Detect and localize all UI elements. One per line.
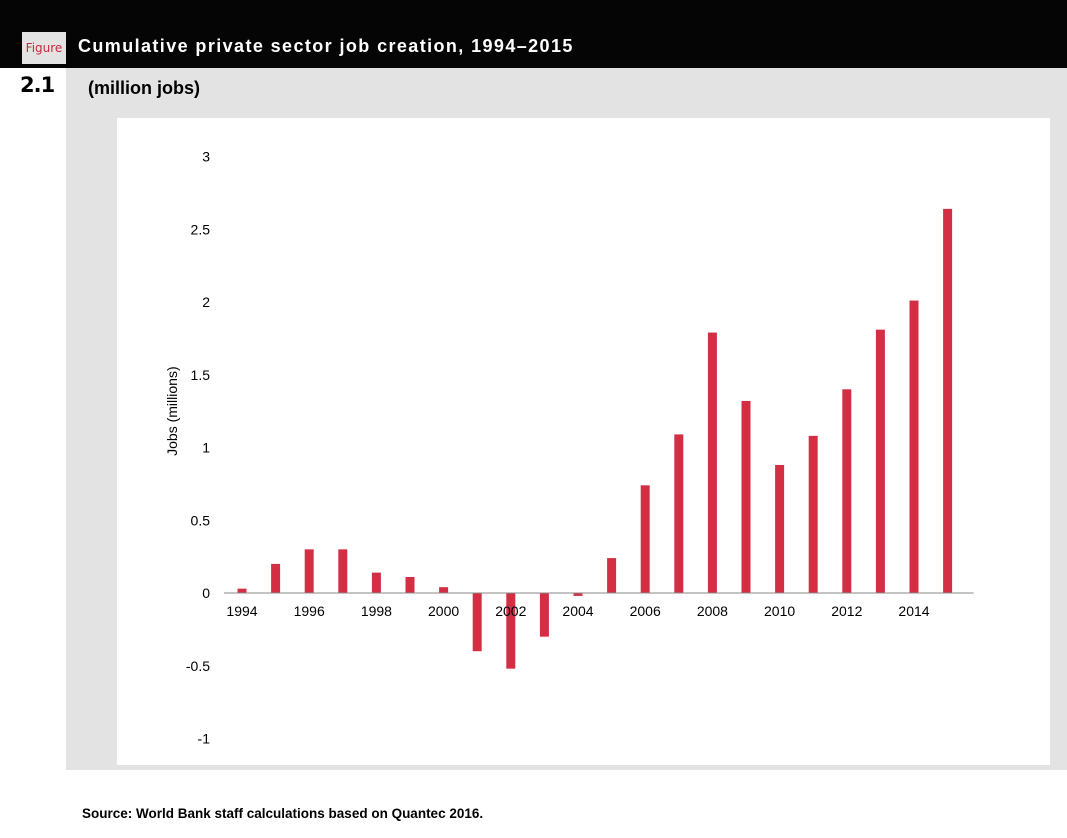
y-tick-label: 2.5: [191, 221, 211, 237]
y-tick-label: -0.5: [186, 658, 210, 674]
x-tick-label: 2006: [630, 603, 661, 619]
figure-label: Figure: [22, 32, 66, 64]
bar: [405, 576, 415, 593]
bar: [304, 549, 314, 593]
bar: [237, 588, 247, 593]
x-tick-label: 2012: [831, 603, 862, 619]
bar: [338, 549, 348, 593]
x-tick-label: 2000: [428, 603, 459, 619]
bar: [775, 464, 785, 593]
bar: [506, 593, 516, 669]
y-tick-label: 2: [202, 294, 210, 310]
x-tick-label: 1998: [361, 603, 392, 619]
y-axis-title: Jobs (millions): [164, 366, 180, 455]
x-tick-label: 2014: [898, 603, 929, 619]
y-tick-label: -1: [198, 731, 211, 747]
bar: [808, 435, 818, 593]
bar-chart: -1 -0.5 0 0.5 1 1.5 2 2.5 3 Jobs (millions) 1994 19…: [164, 149, 974, 747]
bar: [371, 572, 381, 593]
bar: [875, 329, 885, 593]
x-tick-label: 2010: [764, 603, 795, 619]
bar: [842, 389, 852, 593]
y-tick-label: 1.5: [191, 367, 211, 383]
bar: [640, 485, 650, 593]
plot-area: -1 -0.5 0 0.5 1 1.5 2 2.5 3 Jobs (millions) 1994 19…: [117, 118, 1050, 765]
y-tick-label: 0: [202, 585, 210, 601]
x-tick-label: 1994: [226, 603, 257, 619]
source-note: Source: World Bank staff calculations ba…: [82, 806, 484, 821]
y-tick-label: 3: [202, 149, 210, 165]
bar: [472, 593, 482, 652]
chart-title: Cumulative private sector job creation, …: [78, 36, 574, 56]
bar: [674, 434, 684, 593]
bar: [943, 208, 953, 593]
chart-subtitle: (million jobs): [88, 78, 200, 98]
bar: [707, 332, 717, 593]
figure-number: 2.1: [0, 68, 66, 102]
bar: [439, 587, 449, 593]
y-tick-label: 1: [202, 440, 210, 456]
x-tick-label: 2008: [697, 603, 728, 619]
bar: [573, 593, 583, 596]
x-tick-label: 1996: [294, 603, 325, 619]
bar: [271, 563, 281, 593]
x-tick-label: 2002: [495, 603, 526, 619]
x-tick-label: 2004: [562, 603, 593, 619]
y-tick-label: 0.5: [191, 512, 211, 528]
bar: [741, 400, 751, 593]
bar: [607, 558, 617, 593]
figure-header-bar: [0, 0, 1067, 68]
bar: [909, 300, 919, 593]
bar: [539, 593, 549, 637]
